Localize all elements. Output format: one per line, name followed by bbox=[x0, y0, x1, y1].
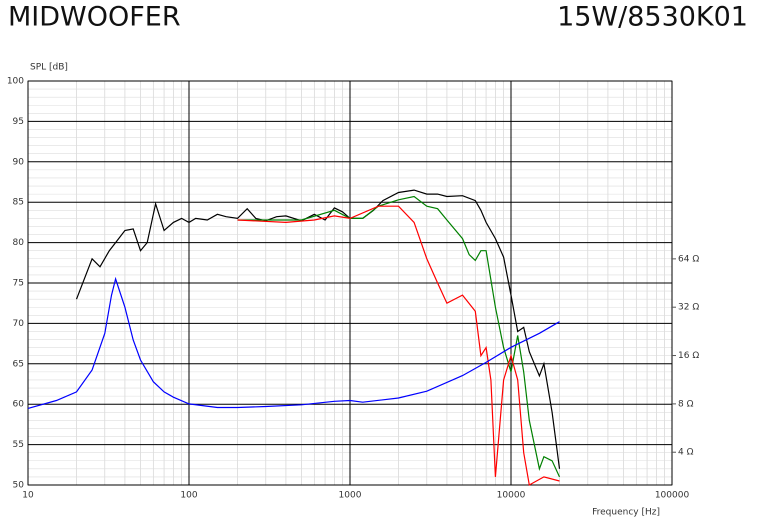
y-axis-label: SPL [dB] bbox=[30, 63, 68, 73]
x-tick-label: 10000 bbox=[497, 491, 526, 501]
x-tick-label: 100 bbox=[180, 491, 197, 501]
y-tick-label: 85 bbox=[13, 198, 24, 208]
y2-tick-label: 64 Ω bbox=[678, 254, 699, 264]
y-tick-label: 95 bbox=[13, 117, 24, 127]
y-tick-label: 80 bbox=[13, 238, 25, 248]
y2-tick-label: 32 Ω bbox=[678, 303, 699, 313]
x-tick-label: 1000 bbox=[339, 491, 362, 501]
y-tick-label: 55 bbox=[13, 440, 24, 450]
series-line bbox=[237, 195, 561, 478]
y-tick-label: 50 bbox=[13, 481, 25, 491]
y2-tick-label: 8 Ω bbox=[678, 399, 694, 409]
series-line bbox=[75, 189, 561, 469]
y-tick-label: 100 bbox=[7, 77, 24, 87]
y-tick-label: 75 bbox=[13, 279, 24, 289]
x-tick-label: 100000 bbox=[655, 491, 690, 501]
chart-title: MIDWOOFER bbox=[8, 2, 181, 33]
x-axis-label: Frequency [Hz] bbox=[592, 508, 660, 518]
y-tick-label: 60 bbox=[13, 400, 25, 410]
y-tick-label: 70 bbox=[13, 319, 25, 329]
y2-tick-label: 16 Ω bbox=[678, 351, 699, 361]
y-tick-label: 65 bbox=[13, 359, 24, 369]
y-tick-label: 90 bbox=[13, 157, 25, 167]
x-tick-label: 10 bbox=[22, 491, 34, 501]
series-line bbox=[27, 276, 560, 409]
chart-subtitle: 15W/8530K01 bbox=[557, 2, 748, 33]
series-line bbox=[237, 205, 560, 486]
y2-tick-label: 4 Ω bbox=[678, 448, 694, 458]
